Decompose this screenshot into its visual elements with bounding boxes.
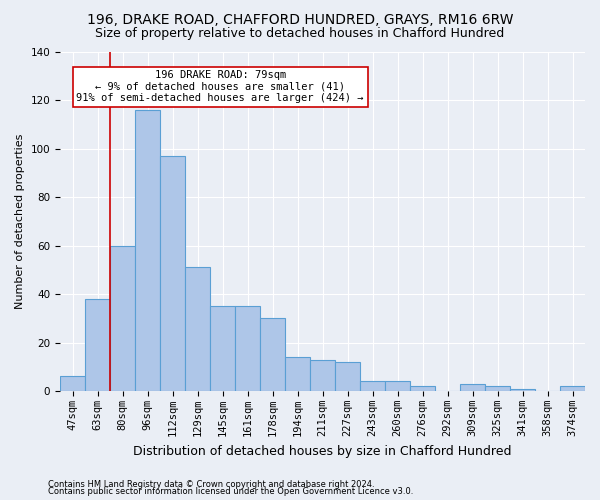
Bar (335, 362, 360, 391)
Bar (285, 357, 310, 391)
X-axis label: Distribution of detached houses by size in Chafford Hundred: Distribution of detached houses by size … (133, 444, 512, 458)
Bar (160, 156, 185, 391)
Bar (485, 386, 510, 391)
Bar (135, 110, 160, 391)
Text: Contains public sector information licensed under the Open Government Licence v3: Contains public sector information licen… (48, 487, 413, 496)
Text: Contains HM Land Registry data © Crown copyright and database right 2024.: Contains HM Land Registry data © Crown c… (48, 480, 374, 489)
Text: Size of property relative to detached houses in Chafford Hundred: Size of property relative to detached ho… (95, 28, 505, 40)
Bar (235, 306, 260, 391)
Bar (410, 386, 435, 391)
Bar (310, 360, 335, 391)
Text: 196 DRAKE ROAD: 79sqm
← 9% of detached houses are smaller (41)
91% of semi-detac: 196 DRAKE ROAD: 79sqm ← 9% of detached h… (76, 70, 364, 103)
Bar (510, 388, 535, 391)
Bar (360, 382, 385, 391)
Bar (60, 376, 85, 391)
Bar (85, 299, 110, 391)
Text: 196, DRAKE ROAD, CHAFFORD HUNDRED, GRAYS, RM16 6RW: 196, DRAKE ROAD, CHAFFORD HUNDRED, GRAYS… (87, 12, 513, 26)
Bar (560, 386, 585, 391)
Bar (110, 246, 135, 391)
Bar (460, 384, 485, 391)
Bar (185, 268, 210, 391)
Bar (385, 382, 410, 391)
Bar (260, 318, 285, 391)
Bar (210, 306, 235, 391)
Y-axis label: Number of detached properties: Number of detached properties (15, 134, 25, 309)
